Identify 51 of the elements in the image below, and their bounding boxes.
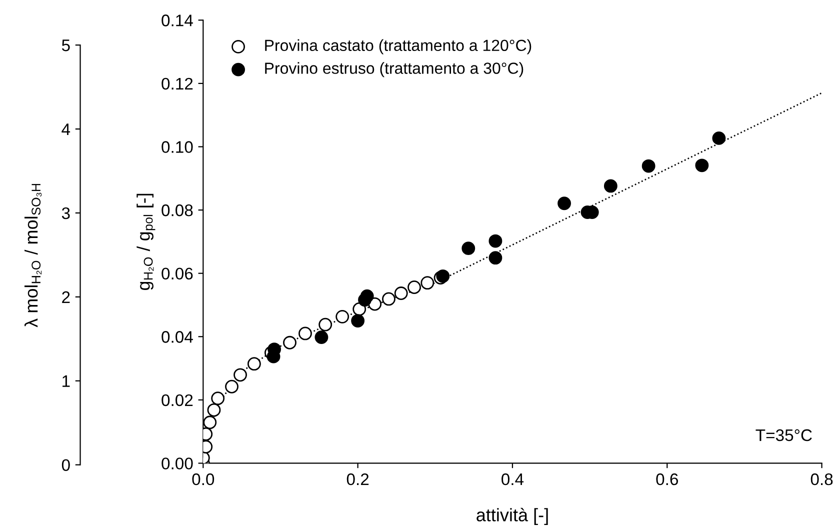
y2-tick-label: 0 <box>62 459 70 472</box>
legend-label: Provina castato (trattamento a 120°C) <box>265 39 532 54</box>
point <box>488 251 502 265</box>
y-tick-label: 0.04 <box>162 331 193 343</box>
y-tick-label: 0.12 <box>162 78 193 90</box>
y2-tick-label: 3 <box>62 207 70 220</box>
x-tick-label: 0.2 <box>346 473 369 486</box>
point <box>298 326 312 340</box>
x-tick-label: 0.8 <box>810 473 833 486</box>
point <box>234 368 247 382</box>
point <box>394 286 408 300</box>
y-tick-label: 0.10 <box>162 141 193 153</box>
point <box>207 403 221 417</box>
y2-tick-label: 4 <box>62 124 70 136</box>
point <box>642 159 656 173</box>
point <box>462 242 476 256</box>
point <box>336 310 350 324</box>
point <box>211 392 225 406</box>
x-tick-label: 0.4 <box>502 473 524 486</box>
annotation: T=35°C <box>756 429 812 442</box>
point <box>283 336 296 350</box>
point <box>488 234 502 248</box>
y2-tick-label: 2 <box>62 291 70 303</box>
x-axis-title: attività [-] <box>476 508 548 525</box>
x-tick-label: 0.0 <box>192 473 214 486</box>
point <box>604 179 618 193</box>
y-tick-label: 0.00 <box>162 458 193 470</box>
point <box>382 292 396 306</box>
point <box>203 416 217 430</box>
legend-label: Provino estruso (trattamento a 30°C) <box>265 62 524 78</box>
y-axis-title: g$_{H₂O}$ / g$_{pol}$ [-] <box>136 194 156 290</box>
y2-tick-label: 1 <box>62 375 70 387</box>
point <box>358 293 372 307</box>
point <box>436 269 450 283</box>
y-tick-label: 0.02 <box>162 394 193 406</box>
y2-axis-title: λ mol$_{H₂O}$ / mol$_{SO₃H}$ <box>24 184 42 328</box>
point <box>695 158 709 172</box>
point <box>558 196 571 210</box>
y-tick-label: 0.14 <box>162 14 193 26</box>
point <box>314 330 328 344</box>
y2-tick-label: 5 <box>62 40 70 52</box>
point <box>225 380 238 394</box>
point <box>351 314 365 328</box>
point <box>420 276 434 290</box>
point <box>247 357 261 371</box>
point <box>408 280 421 294</box>
point <box>712 131 726 145</box>
y-tick-label: 0.08 <box>162 204 193 216</box>
y-tick-label: 0.06 <box>162 268 193 280</box>
point <box>318 318 332 332</box>
x-tick-label: 0.6 <box>656 473 678 486</box>
